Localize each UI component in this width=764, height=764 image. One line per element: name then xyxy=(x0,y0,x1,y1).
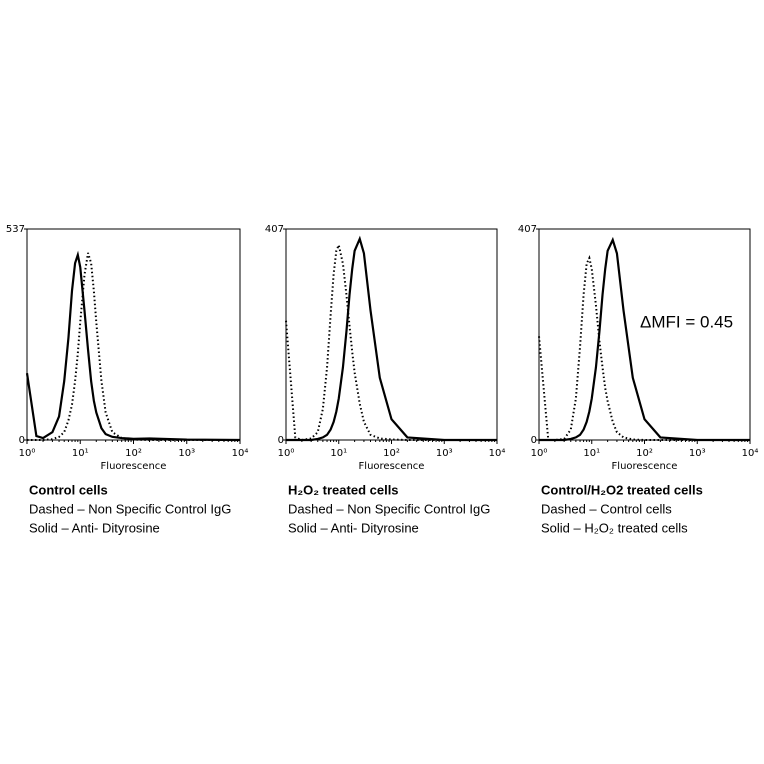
solid-line xyxy=(286,235,497,442)
dashed-line xyxy=(538,254,750,441)
x-axis-label: Fluorescence xyxy=(101,461,167,472)
caption: Dashed – Non Specific Control IgG xyxy=(288,501,490,516)
caption: Dashed – Non Specific Control IgG xyxy=(29,501,231,516)
x-axis-label: Fluorescence xyxy=(612,461,678,472)
x-tick-label: 10⁴ xyxy=(232,448,249,459)
panel: 10⁰ 10¹ 10² 10³ 10⁴ 0 537 Fluorescence Control c… xyxy=(6,224,248,535)
solid-line xyxy=(25,250,241,442)
y-tick-label: 537 xyxy=(6,224,25,235)
x-tick-label: 10¹ xyxy=(330,448,347,459)
x-tick-label: 10¹ xyxy=(72,448,89,459)
caption: Solid – Anti- Dityrosine xyxy=(29,520,160,535)
x-tick-label: 10³ xyxy=(178,448,195,459)
annotation: ΔMFI = 0.45 xyxy=(640,312,733,331)
y-tick-label: 0 xyxy=(278,435,284,446)
solid-line xyxy=(539,236,750,442)
plot-frame xyxy=(538,228,751,441)
caption: Control/H₂O2 treated cells xyxy=(541,482,703,497)
y-tick-label: 0 xyxy=(19,435,25,446)
caption: Dashed – Control cells xyxy=(541,501,672,516)
x-tick-label: 10² xyxy=(383,448,400,459)
x-tick-label: 10³ xyxy=(689,448,706,459)
x-tick-label: 10³ xyxy=(436,448,453,459)
caption: H₂O₂ treated cells xyxy=(288,482,399,497)
x-tick-label: 10⁰ xyxy=(531,448,548,459)
x-tick-label: 10⁴ xyxy=(489,448,506,459)
y-tick-label: 407 xyxy=(518,224,537,235)
panel: 10⁰ 10¹ 10² 10³ 10⁴ 0 407 Fluorescence ΔMFI = 0.… xyxy=(518,224,758,535)
caption: Solid – H₂O₂ treated cells xyxy=(541,520,688,535)
dashed-line xyxy=(285,241,497,442)
plot-frame xyxy=(285,228,498,441)
x-tick-label: 10¹ xyxy=(583,448,600,459)
x-axis-label: Fluorescence xyxy=(359,461,425,472)
plot-frame xyxy=(26,228,241,441)
x-tick-label: 10² xyxy=(636,448,653,459)
panel: 10⁰ 10¹ 10² 10³ 10⁴ 0 407 Fluorescence H₂O₂ trea… xyxy=(265,224,505,535)
y-tick-label: 0 xyxy=(531,435,537,446)
x-tick-label: 10⁰ xyxy=(278,448,295,459)
x-tick-label: 10⁰ xyxy=(19,448,36,459)
x-tick-label: 10² xyxy=(125,448,142,459)
caption: Control cells xyxy=(29,482,108,497)
y-tick-label: 407 xyxy=(265,224,284,235)
x-tick-label: 10⁴ xyxy=(742,448,759,459)
caption: Solid – Anti- Dityrosine xyxy=(288,520,419,535)
